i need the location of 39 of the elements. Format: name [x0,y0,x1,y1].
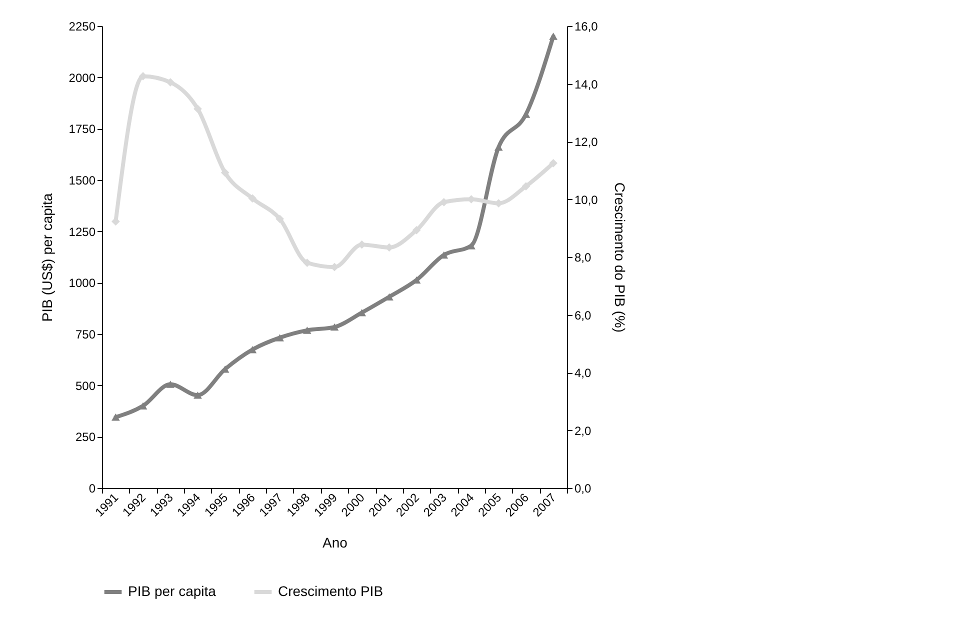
point [412,226,421,234]
point [248,194,257,203]
y2-tick-label: 8,0 [574,250,592,264]
point [276,214,284,224]
point [330,323,339,331]
legend-label: Crescimento PIB [278,583,384,599]
point [194,392,202,399]
y2-tick-label: 6,0 [574,308,592,322]
point [549,158,558,168]
y-tick-label: 750 [75,328,96,342]
y-tick-label: 2250 [68,20,96,34]
point [276,334,284,342]
y2-tick-label: 2,0 [574,424,592,438]
point [522,182,530,190]
point [302,326,312,334]
y2-tick-label: 10,0 [574,192,598,207]
y-tick-label: 500 [75,378,96,393]
y-tick-label: 1750 [68,122,96,136]
y-tick-label: 1000 [68,276,96,290]
point [220,168,230,177]
point [194,104,202,114]
y2-axis-title: Crescimento do PIB (%) [612,182,628,333]
point [111,414,120,421]
point [549,32,558,40]
x-axis-title: Ano [322,534,348,551]
y2-tick-label: 4,0 [574,366,592,380]
y-tick-label: 1250 [68,224,96,239]
y-axis-title: PIB (US$) per capita [38,193,55,322]
legend-label: PIB per capita [128,583,216,599]
y2-tick-label: 16,0 [574,20,598,34]
y-tick-label: 1500 [68,174,96,188]
y-tick-label: 250 [75,430,96,444]
y-tick-label: 2000 [68,70,96,85]
point [166,380,175,388]
y2-tick-label: 0,0 [574,482,592,496]
point [166,78,175,86]
y2-tick-label: 14,0 [574,77,598,92]
y2-tick-label: 12,0 [574,135,598,149]
y-tick-label: 0 [88,482,96,496]
